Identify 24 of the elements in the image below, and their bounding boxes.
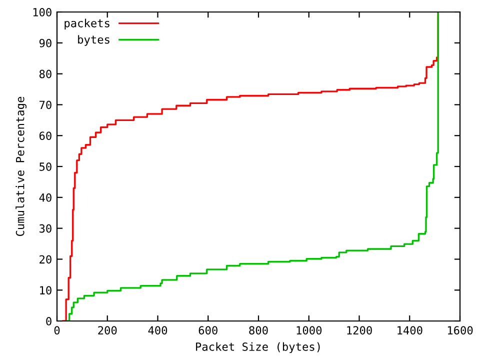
y-tick-label: 100	[33, 8, 52, 16]
y-axis-title: Cumulative Percentage	[16, 96, 27, 236]
x-tick-label: 400	[148, 326, 168, 335]
x-tick-label: 200	[98, 326, 117, 335]
y-tick-label: 80	[39, 70, 52, 78]
x-tick-label: 600	[198, 326, 218, 335]
x-tick-label: 1600	[448, 326, 473, 335]
y-tick-label: 90	[39, 38, 52, 48]
y-tick-label: 20	[40, 255, 52, 264]
legend-label: packets	[64, 18, 110, 30]
legend-label: bytes	[78, 35, 110, 46]
y-tick-label: 40	[39, 193, 52, 202]
y-tick-label: 50	[40, 162, 52, 171]
x-tick-label: 0	[54, 326, 60, 335]
x-tick-label: 1000	[296, 326, 322, 335]
x-axis-title: Packet Size (bytes)	[196, 342, 320, 354]
y-tick-label: 10	[40, 286, 52, 295]
y-tick-label: 0	[46, 317, 52, 326]
y-tick-label: 70	[40, 100, 52, 110]
x-tick-label: 800	[249, 326, 268, 335]
y-tick-label: 60	[39, 132, 52, 140]
x-tick-label: 1200	[347, 326, 372, 335]
y-tick-label: 30	[40, 224, 52, 233]
x-tick-label: 1400	[398, 326, 422, 335]
